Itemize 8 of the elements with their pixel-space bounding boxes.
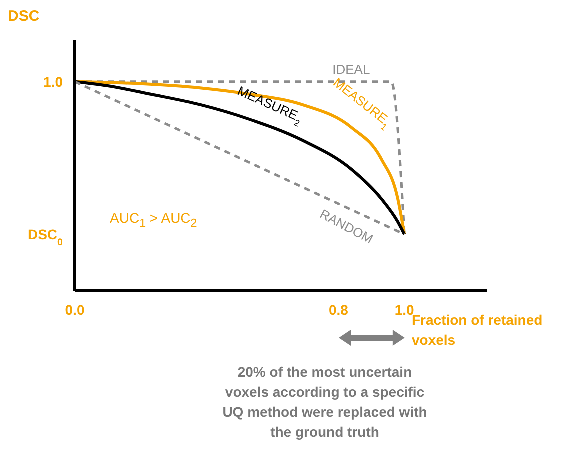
x-tick-label: 0.0 <box>65 302 85 318</box>
x-tick-label: 0.8 <box>328 302 349 318</box>
text: 20% of the most uncertain voxels according to a specific UQ method were replaced with the ground truth <box>222 363 428 442</box>
y-tick-label: DSC$_{0}$ <box>28 226 64 248</box>
y-axis-title: DSC <box>8 8 40 25</box>
annotation: AUC$_{1}$ > AUC$_{2}$ <box>110 210 198 230</box>
x-axis-title: Fraction of retained voxels <box>412 312 544 350</box>
series-label: IDEAL <box>332 62 370 77</box>
